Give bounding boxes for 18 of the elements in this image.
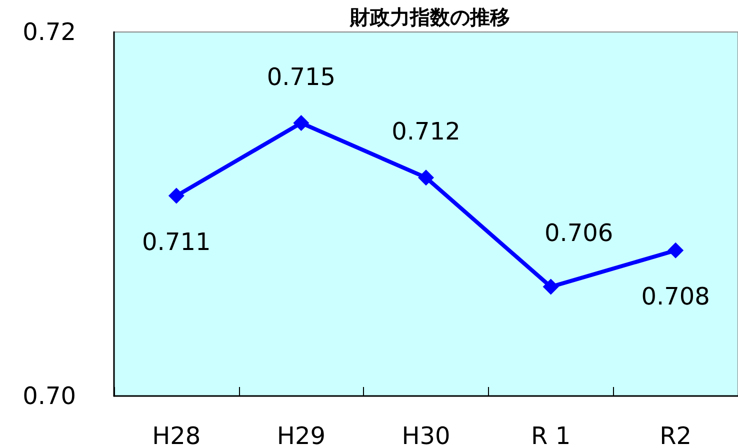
point xyxy=(668,242,684,258)
point xyxy=(168,188,184,204)
x-tick-label: H28 xyxy=(152,422,201,448)
y-tick-label: 0.72 xyxy=(22,18,76,46)
point xyxy=(418,170,434,186)
chart-title: 財政力指数の推移 xyxy=(349,5,510,29)
data-label: 0.712 xyxy=(392,118,460,146)
x-tick-label: R2 xyxy=(660,422,692,448)
x-tick-label: R 1 xyxy=(531,422,571,448)
y-tick-label: 0.70 xyxy=(22,382,76,410)
data-label: 0.711 xyxy=(142,228,211,256)
point xyxy=(542,278,559,295)
data-label: 0.715 xyxy=(266,63,336,91)
data-label: 0.708 xyxy=(641,282,710,310)
x-tick-label: H30 xyxy=(402,422,450,448)
x-tick-label: H29 xyxy=(276,422,326,448)
data-label: 0.706 xyxy=(544,218,614,247)
point xyxy=(293,115,310,131)
